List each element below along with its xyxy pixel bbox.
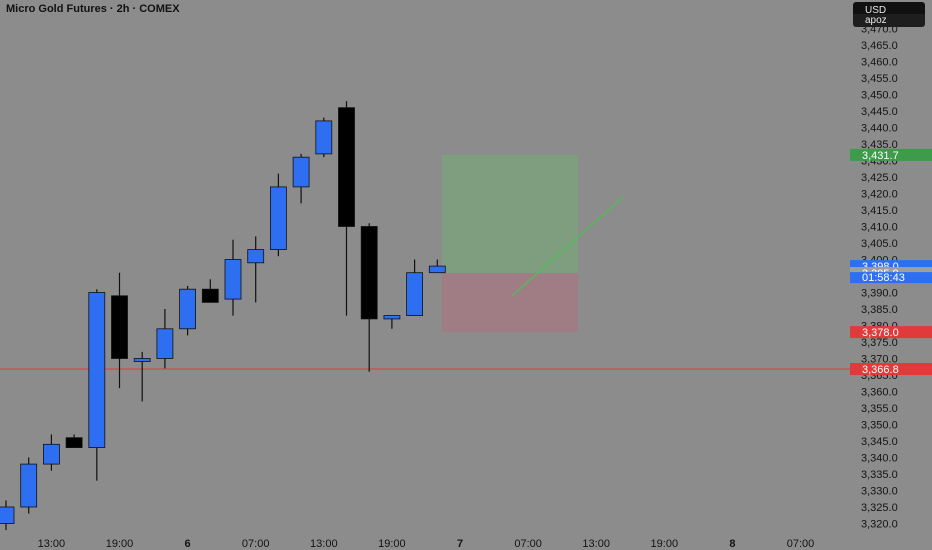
x-tick-label: 6	[185, 538, 191, 550]
x-tick-label: 13:00	[310, 538, 338, 550]
chart-title: Micro Gold Futures · 2h · COMEX	[6, 3, 180, 15]
price-tag-label: 3,378.0	[862, 327, 899, 339]
y-tick-label: 3,415.0	[861, 205, 898, 217]
candle[interactable]	[247, 249, 265, 264]
y-tick-label: 3,460.0	[861, 57, 898, 69]
x-tick-label: 07:00	[514, 538, 542, 550]
price-tag-label: 3,366.8	[862, 364, 899, 376]
y-tick-label: 3,405.0	[861, 238, 898, 250]
user-tag: apoz	[853, 14, 925, 27]
y-tick-label: 3,410.0	[861, 222, 898, 234]
price-tag	[850, 148, 932, 161]
x-tick-label: 19:00	[106, 538, 134, 550]
y-tick-label: 3,355.0	[861, 403, 898, 415]
user-label: apoz	[865, 15, 887, 26]
candle[interactable]	[338, 107, 355, 227]
candle[interactable]	[111, 295, 128, 359]
candle[interactable]	[224, 259, 242, 300]
candle[interactable]	[406, 272, 424, 317]
candle[interactable]	[292, 156, 310, 188]
candle[interactable]	[20, 463, 38, 508]
candle[interactable]	[65, 437, 83, 449]
x-tick-label: 19:00	[651, 538, 679, 550]
candle[interactable]	[428, 265, 446, 274]
x-tick-label: 8	[729, 538, 735, 550]
profit-zone[interactable]	[441, 154, 579, 274]
candle[interactable]	[43, 443, 60, 465]
y-tick-label: 3,340.0	[861, 453, 898, 465]
y-tick-label: 3,335.0	[861, 469, 898, 481]
y-tick-label: 3,440.0	[861, 123, 898, 135]
y-tick-label: 3,420.0	[861, 189, 898, 201]
price-tag	[850, 363, 932, 376]
candle[interactable]	[179, 288, 197, 330]
candle[interactable]	[315, 120, 333, 155]
x-tick-label: 07:00	[242, 538, 270, 550]
x-tick-label: 13:00	[38, 538, 66, 550]
candle[interactable]	[269, 186, 287, 250]
loss-zone[interactable]	[441, 273, 579, 333]
countdown-tag	[850, 272, 932, 284]
x-tick-label: 07:00	[787, 538, 815, 550]
y-tick-label: 3,385.0	[861, 304, 898, 316]
x-tick-label: 19:00	[378, 538, 406, 550]
y-tick-label: 3,325.0	[861, 502, 898, 514]
y-tick-label: 3,370.0	[861, 354, 898, 366]
y-tick-label: 3,425.0	[861, 172, 898, 184]
y-tick-label: 3,345.0	[861, 436, 898, 448]
y-tick-label: 3,350.0	[861, 420, 898, 432]
candle[interactable]	[88, 292, 106, 449]
x-tick-label: 7	[457, 538, 463, 550]
price-tag	[850, 326, 932, 339]
candle[interactable]	[156, 328, 174, 359]
currency-label: USD	[865, 5, 887, 16]
countdown-label: 01:58:43	[862, 272, 905, 284]
y-tick-label: 3,450.0	[861, 90, 898, 102]
y-tick-label: 3,330.0	[861, 486, 898, 498]
candle[interactable]	[0, 506, 15, 524]
candle[interactable]	[133, 358, 151, 362]
candle[interactable]	[360, 226, 378, 320]
y-tick-label: 3,320.0	[861, 519, 898, 531]
candle[interactable]	[383, 315, 401, 320]
candle[interactable]	[201, 288, 219, 303]
y-tick-label: 3,375.0	[861, 337, 898, 349]
price-tag-label: 3,431.7	[862, 150, 899, 162]
x-tick-label: 13:00	[582, 538, 610, 550]
y-tick-label: 3,465.0	[861, 40, 898, 52]
y-tick-label: 3,455.0	[861, 73, 898, 85]
y-tick-label: 3,445.0	[861, 106, 898, 118]
y-tick-label: 3,435.0	[861, 139, 898, 151]
y-tick-label: 3,360.0	[861, 387, 898, 399]
projection-line[interactable]	[511, 196, 624, 297]
y-tick-label: 3,390.0	[861, 288, 898, 300]
